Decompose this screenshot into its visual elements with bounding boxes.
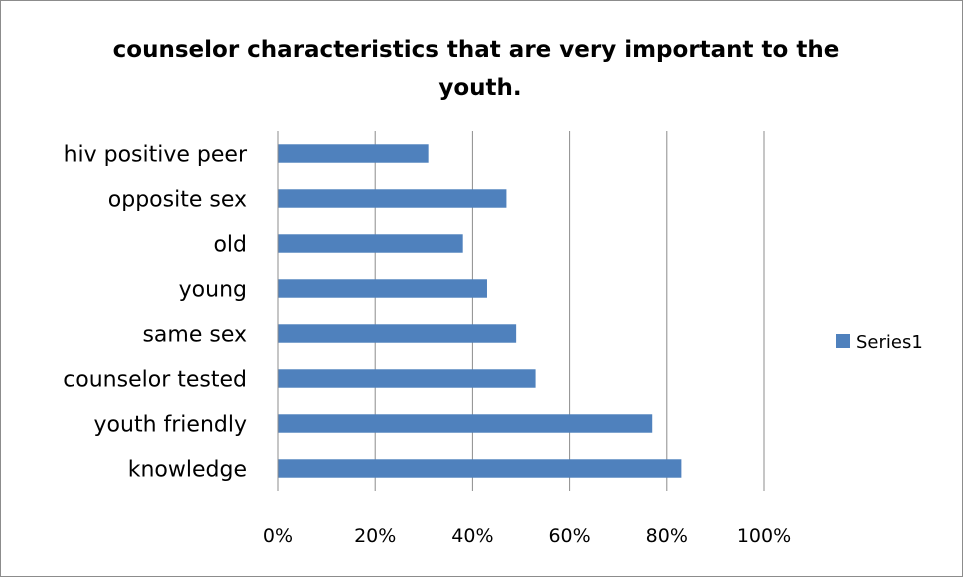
chart-title-line-2: youth. bbox=[438, 75, 521, 101]
category-label: counselor tested bbox=[63, 368, 247, 393]
category-label: young bbox=[179, 278, 247, 303]
legend-label: Series1 bbox=[856, 332, 923, 353]
category-label: youth friendly bbox=[94, 413, 247, 438]
gridlines bbox=[374, 131, 765, 491]
x-tick-label: 80% bbox=[646, 525, 688, 547]
x-tick-label: 0% bbox=[263, 525, 293, 547]
bars bbox=[278, 144, 682, 478]
bar-old bbox=[278, 234, 463, 253]
bar-opposite-sex bbox=[278, 189, 507, 208]
category-label: same sex bbox=[142, 323, 247, 348]
category-label: opposite sex bbox=[108, 188, 247, 213]
legend: Series1 bbox=[836, 332, 923, 353]
category-labels: hiv positive peer opposite sex old young sam… bbox=[63, 143, 248, 483]
bar-youth-friendly bbox=[278, 414, 653, 433]
category-label: knowledge bbox=[128, 458, 247, 483]
x-tick-label: 20% bbox=[354, 525, 396, 547]
chart-title-line-1: counselor characteristics that are very … bbox=[113, 37, 840, 63]
x-tick-label: 40% bbox=[451, 525, 493, 547]
bar-counselor-tested bbox=[278, 369, 536, 388]
x-tick-label: 60% bbox=[548, 525, 590, 547]
x-tick-label: 100% bbox=[737, 525, 791, 547]
bar-knowledge bbox=[278, 459, 682, 478]
bar-hiv-positive-peer bbox=[278, 144, 429, 163]
category-label: hiv positive peer bbox=[64, 143, 248, 168]
tick-labels: 0% 20% 40% 60% 80% 100% bbox=[263, 525, 791, 547]
category-label: old bbox=[213, 233, 247, 258]
bar-young bbox=[278, 279, 487, 298]
chart-title: counselor characteristics that are very … bbox=[113, 37, 848, 101]
bar-same-sex bbox=[278, 324, 517, 343]
legend-swatch bbox=[836, 334, 850, 348]
